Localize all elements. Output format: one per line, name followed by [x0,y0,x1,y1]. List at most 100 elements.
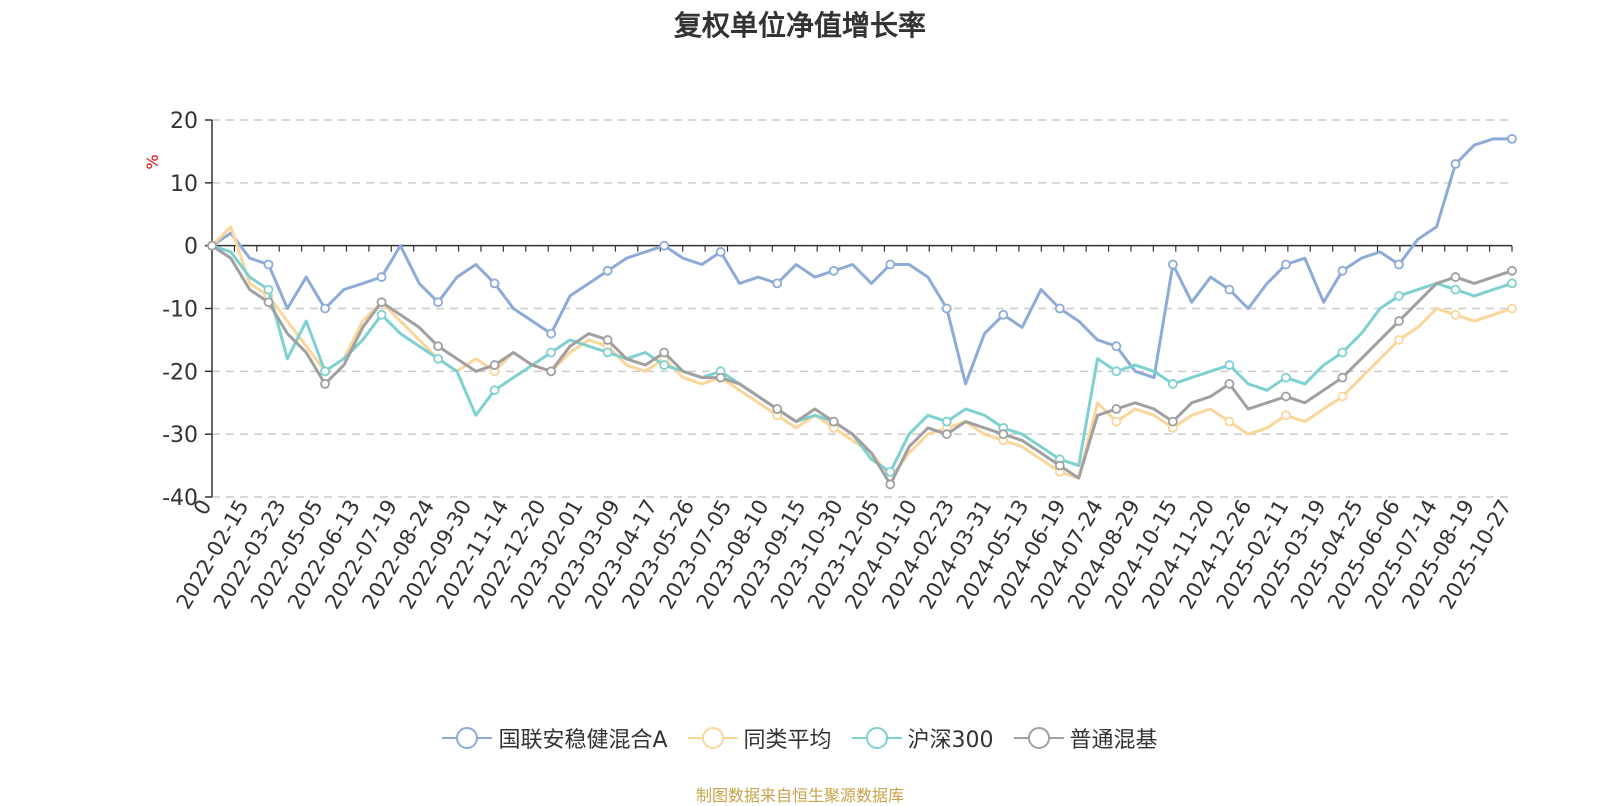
data-point-series-0 [998,309,1009,320]
data-point-series-0 [433,297,443,308]
data-point-series-0 [1394,259,1404,270]
data-point-series-0 [715,247,726,257]
data-point-series-3 [207,240,217,251]
data-point-series-0 [320,303,330,314]
y-axis-unit: % [143,154,162,169]
legend-item-csi300[interactable]: 沪深300 [851,722,994,754]
y-tick-label: -10 [162,298,198,323]
data-point-series-2 [659,360,670,370]
data-point-series-1 [1394,335,1404,345]
data-point-series-0 [828,265,839,276]
data-point-series-3 [1054,460,1065,471]
data-point-series-1 [1111,416,1122,427]
data-point-series-0 [1337,265,1348,276]
data-point-series-0 [602,265,613,276]
data-point-series-0 [1281,259,1291,270]
y-tick-label: -20 [162,360,198,385]
data-point-series-0 [546,328,557,339]
y-tick-label: -40 [162,486,198,511]
data-point-series-3 [998,429,1009,440]
legend-marker-fund [442,727,493,749]
data-point-series-2 [1337,347,1348,358]
data-point-series-1 [1224,416,1235,427]
data-point-series-2 [941,416,952,427]
data-point-series-2 [546,347,557,358]
data-point-series-3 [263,297,274,308]
chart-title: 复权单位净值增长率 [673,9,926,42]
legend-marker-csi300 [851,727,902,749]
data-point-series-2 [433,353,443,364]
data-point-series-1 [1450,309,1461,320]
series-line-3 [211,244,1513,486]
legend-label-hybrid-fund: 普通混基 [1069,728,1158,753]
data-point-series-3 [546,366,557,377]
data-point-series-3 [489,360,500,370]
y-tick-label: 10 [170,172,198,197]
data-point-series-3 [320,378,330,389]
data-point-series-0 [263,259,274,270]
data-point-series-3 [1281,391,1291,402]
data-point-series-3 [602,335,613,345]
data-point-series-3 [433,341,443,352]
legend-marker-category-average [687,727,738,749]
legend-label-fund: 国联安稳健混合A [498,728,668,753]
data-point-series-1 [1337,391,1348,402]
data-point-series-0 [376,272,387,282]
data-point-series-2 [489,385,500,396]
data-point-series-2 [1507,278,1517,289]
legend-label-csi300: 沪深300 [907,728,994,753]
data-point-series-3 [1394,316,1404,326]
data-point-series-2 [1281,372,1291,383]
data-point-series-3 [1224,378,1235,389]
data-point-series-2 [320,366,330,377]
data-point-series-1 [1281,410,1291,421]
data-point-series-2 [1167,378,1178,389]
data-point-series-2 [885,466,896,477]
data-point-series-3 [828,416,839,427]
data-point-series-3 [659,347,670,358]
data-point-series-2 [263,284,274,295]
data-point-series-0 [659,240,670,251]
line-chart: 20100-10-20-30-40%02022-02-152022-03-232… [143,109,1517,613]
data-point-series-2 [602,347,613,358]
data-point-series-0 [1167,259,1178,270]
data-point-series-3 [715,372,726,383]
data-point-series-2 [1450,284,1461,295]
data-point-series-3 [1111,404,1122,414]
data-point-series-3 [1450,272,1461,282]
series-line-1 [210,225,1513,480]
data-point-series-0 [1111,341,1122,352]
legend-label-category-average: 同类平均 [743,728,832,753]
data-point-series-0 [1507,133,1517,144]
y-tick-label: -30 [162,423,198,448]
data-source-note: 制图数据来自恒生聚源数据库 [695,786,904,805]
data-point-series-0 [885,259,896,270]
data-point-series-0 [1450,159,1461,169]
data-point-series-2 [1224,360,1235,370]
legend-item-fund[interactable]: 国联安稳健混合A [442,722,668,754]
data-point-series-0 [941,303,952,314]
data-point-series-3 [1507,265,1517,276]
data-point-series-2 [376,309,387,320]
data-point-series-3 [772,404,783,414]
legend-item-category-average[interactable]: 同类平均 [687,722,832,754]
y-tick-label: 20 [170,109,198,134]
series-line-2 [211,244,1513,474]
data-point-series-0 [489,278,500,289]
series-line-0 [211,137,1512,386]
data-point-series-1 [1507,303,1517,314]
legend-marker-hybrid-fund [1013,727,1064,749]
data-point-series-3 [885,479,896,490]
data-point-series-0 [772,278,783,289]
data-point-series-0 [1054,303,1065,314]
data-point-series-2 [1394,291,1404,301]
data-point-series-2 [1111,366,1122,377]
legend: 国联安稳健混合A 同类平均 沪深300 普通混基 [0,722,1600,754]
legend-item-hybrid-fund[interactable]: 普通混基 [1013,722,1158,754]
data-point-series-3 [376,297,387,308]
data-point-series-3 [1167,416,1178,427]
y-tick-label: 0 [184,235,198,260]
data-point-series-0 [1224,284,1235,295]
x-tick-label: 0 [189,496,216,520]
data-point-series-3 [941,429,952,440]
